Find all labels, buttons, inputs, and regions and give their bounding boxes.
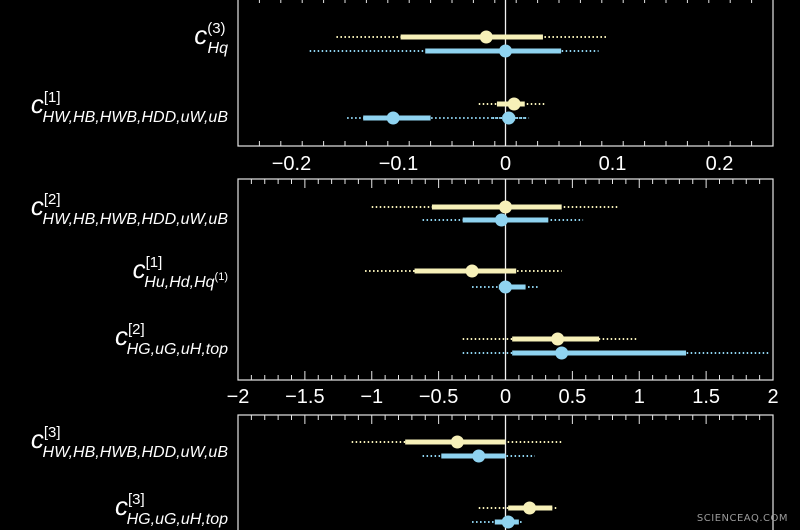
tick-label: 0.1 [599,153,627,175]
tick-label: 0 [500,153,511,175]
row-label: c[1] Hu,Hd,Hq(1) [133,254,228,291]
tick-label: 2 [767,386,778,408]
tick-label: −0.1 [379,153,418,175]
estimate-point [551,332,565,346]
tick-label: −0.5 [419,386,458,408]
row-label: c[2] HG,uG,uH,top [115,321,228,358]
estimate-point [523,501,537,515]
row-label: c[1] HW,HB,HWB,HDD,uW,uB [31,89,229,126]
forest-panel-1: −0.2 −0.1 0 0.1 0.2 c(3) Hq c[1] HW,HB,HWB,HDD,u… [31,0,774,175]
forest-panel-2: −2 −1.5 −1 −0.5 0 0.5 1 1.5 2 c[2] HW,HB,HWB,HDD,u… [31,178,779,408]
estimate-point [499,44,512,58]
estimate-point [450,435,464,449]
estimate-point [501,515,515,529]
estimate-point [494,213,508,227]
estimate-point [499,200,512,214]
estimate-point [502,111,516,125]
tick-label: 0 [500,386,511,408]
estimate-point [479,30,493,44]
row-label: c[2] HW,HB,HWB,HDD,uW,uB [31,191,229,228]
row-label: c[3] HW,HB,HWB,HDD,uW,uB [31,424,229,461]
estimate-point [472,449,486,463]
estimate-point [499,280,512,294]
forest-panel-3: c[3] HW,HB,HWB,HDD,uW,uB c[3] HG,uG,uH,top [31,414,774,530]
tick-label: −2 [227,386,250,408]
estimate-point [465,264,479,278]
tick-label: −1.5 [285,386,324,408]
row-label: c(3) Hq [194,20,228,57]
tick-label: 0.2 [706,153,734,175]
estimate-point [386,111,400,125]
estimate-point [507,97,521,111]
row-label: c[3] HG,uG,uH,top [115,491,228,528]
tick-label: 1.5 [692,386,720,408]
tick-label: −0.2 [272,153,311,175]
tick-label: 1 [634,386,645,408]
estimate-point [555,346,569,360]
watermark: SCIENCEAQ.COM [696,513,788,524]
tick-label: 0.5 [558,386,586,408]
tick-label: −1 [360,386,383,408]
